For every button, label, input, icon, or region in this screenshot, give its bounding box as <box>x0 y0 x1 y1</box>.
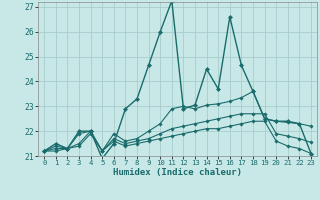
X-axis label: Humidex (Indice chaleur): Humidex (Indice chaleur) <box>113 168 242 177</box>
